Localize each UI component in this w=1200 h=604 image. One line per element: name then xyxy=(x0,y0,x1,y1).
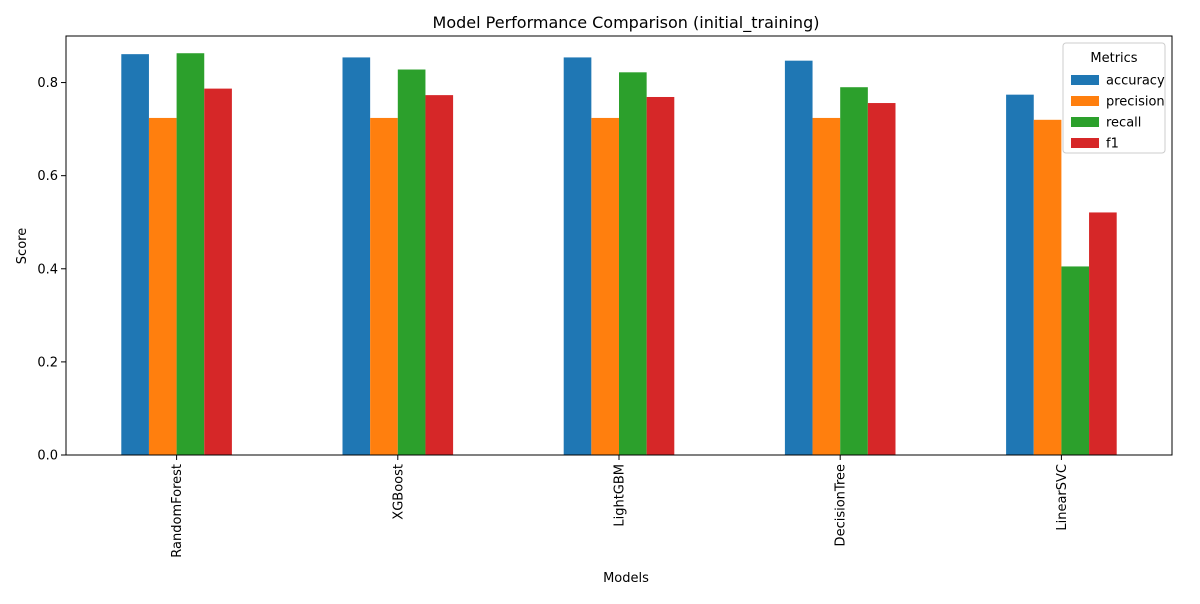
bar-f1-RandomForest xyxy=(204,88,232,456)
bar-accuracy-DecisionTree xyxy=(784,60,813,456)
bar-recall-DecisionTree xyxy=(840,87,868,456)
chart-title: Model Performance Comparison (initial_tr… xyxy=(433,13,820,33)
legend-label-f1: f1 xyxy=(1106,137,1119,152)
y-tick-label: 0.8 xyxy=(37,76,58,91)
legend-swatch-recall xyxy=(1071,117,1099,127)
bars-group xyxy=(121,53,1117,456)
bar-accuracy-RandomForest xyxy=(121,54,149,455)
x-tick-label: XGBoost xyxy=(391,464,406,520)
y-tick-label: 0.6 xyxy=(37,169,58,184)
y-axis: 0.0 0.2 0.4 0.6 0.8 xyxy=(37,76,66,464)
bar-precision-DecisionTree xyxy=(812,117,841,455)
y-tick-label: 0.0 xyxy=(37,449,58,464)
x-tick-label: DecisionTree xyxy=(834,464,849,546)
bar-precision-XGBoost xyxy=(370,117,398,455)
legend-swatch-precision xyxy=(1071,96,1099,106)
legend-swatch-f1 xyxy=(1071,138,1099,148)
y-tick-label: 0.4 xyxy=(37,262,58,277)
bar-precision-RandomForest xyxy=(148,117,177,455)
x-axis: RandomForest XGBoost LightGBM DecisionTree L… xyxy=(170,455,1070,558)
bar-recall-RandomForest xyxy=(176,53,205,455)
bar-f1-XGBoost xyxy=(425,95,454,455)
y-tick-label: 0.2 xyxy=(37,355,58,370)
legend-label-precision: precision xyxy=(1106,95,1165,110)
x-tick-label: RandomForest xyxy=(170,464,185,558)
legend: Metrics accuracy precision recall f1 xyxy=(1062,42,1166,154)
bar-accuracy-XGBoost xyxy=(342,57,371,456)
legend-label-recall: recall xyxy=(1106,116,1141,131)
bar-f1-DecisionTree xyxy=(867,103,896,455)
bar-precision-LightGBM xyxy=(591,117,619,455)
x-tick-label: LightGBM xyxy=(613,464,628,527)
legend-swatch-accuracy xyxy=(1071,75,1099,85)
bar-accuracy-LinearSVC xyxy=(1006,94,1034,455)
bar-precision-LinearSVC xyxy=(1033,119,1062,456)
bar-recall-LinearSVC xyxy=(1061,266,1090,455)
bar-f1-LinearSVC xyxy=(1089,212,1117,455)
x-axis-label: Models xyxy=(603,571,649,586)
legend-label-accuracy: accuracy xyxy=(1106,74,1165,89)
bar-f1-LightGBM xyxy=(646,96,675,456)
bar-accuracy-LightGBM xyxy=(563,57,592,456)
y-axis-label: Score xyxy=(15,228,30,264)
legend-title: Metrics xyxy=(1090,51,1137,66)
x-tick-label: LinearSVC xyxy=(1055,464,1070,531)
plot-frame xyxy=(65,35,1173,456)
bar-recall-LightGBM xyxy=(619,72,647,455)
bar-recall-XGBoost xyxy=(397,69,426,456)
